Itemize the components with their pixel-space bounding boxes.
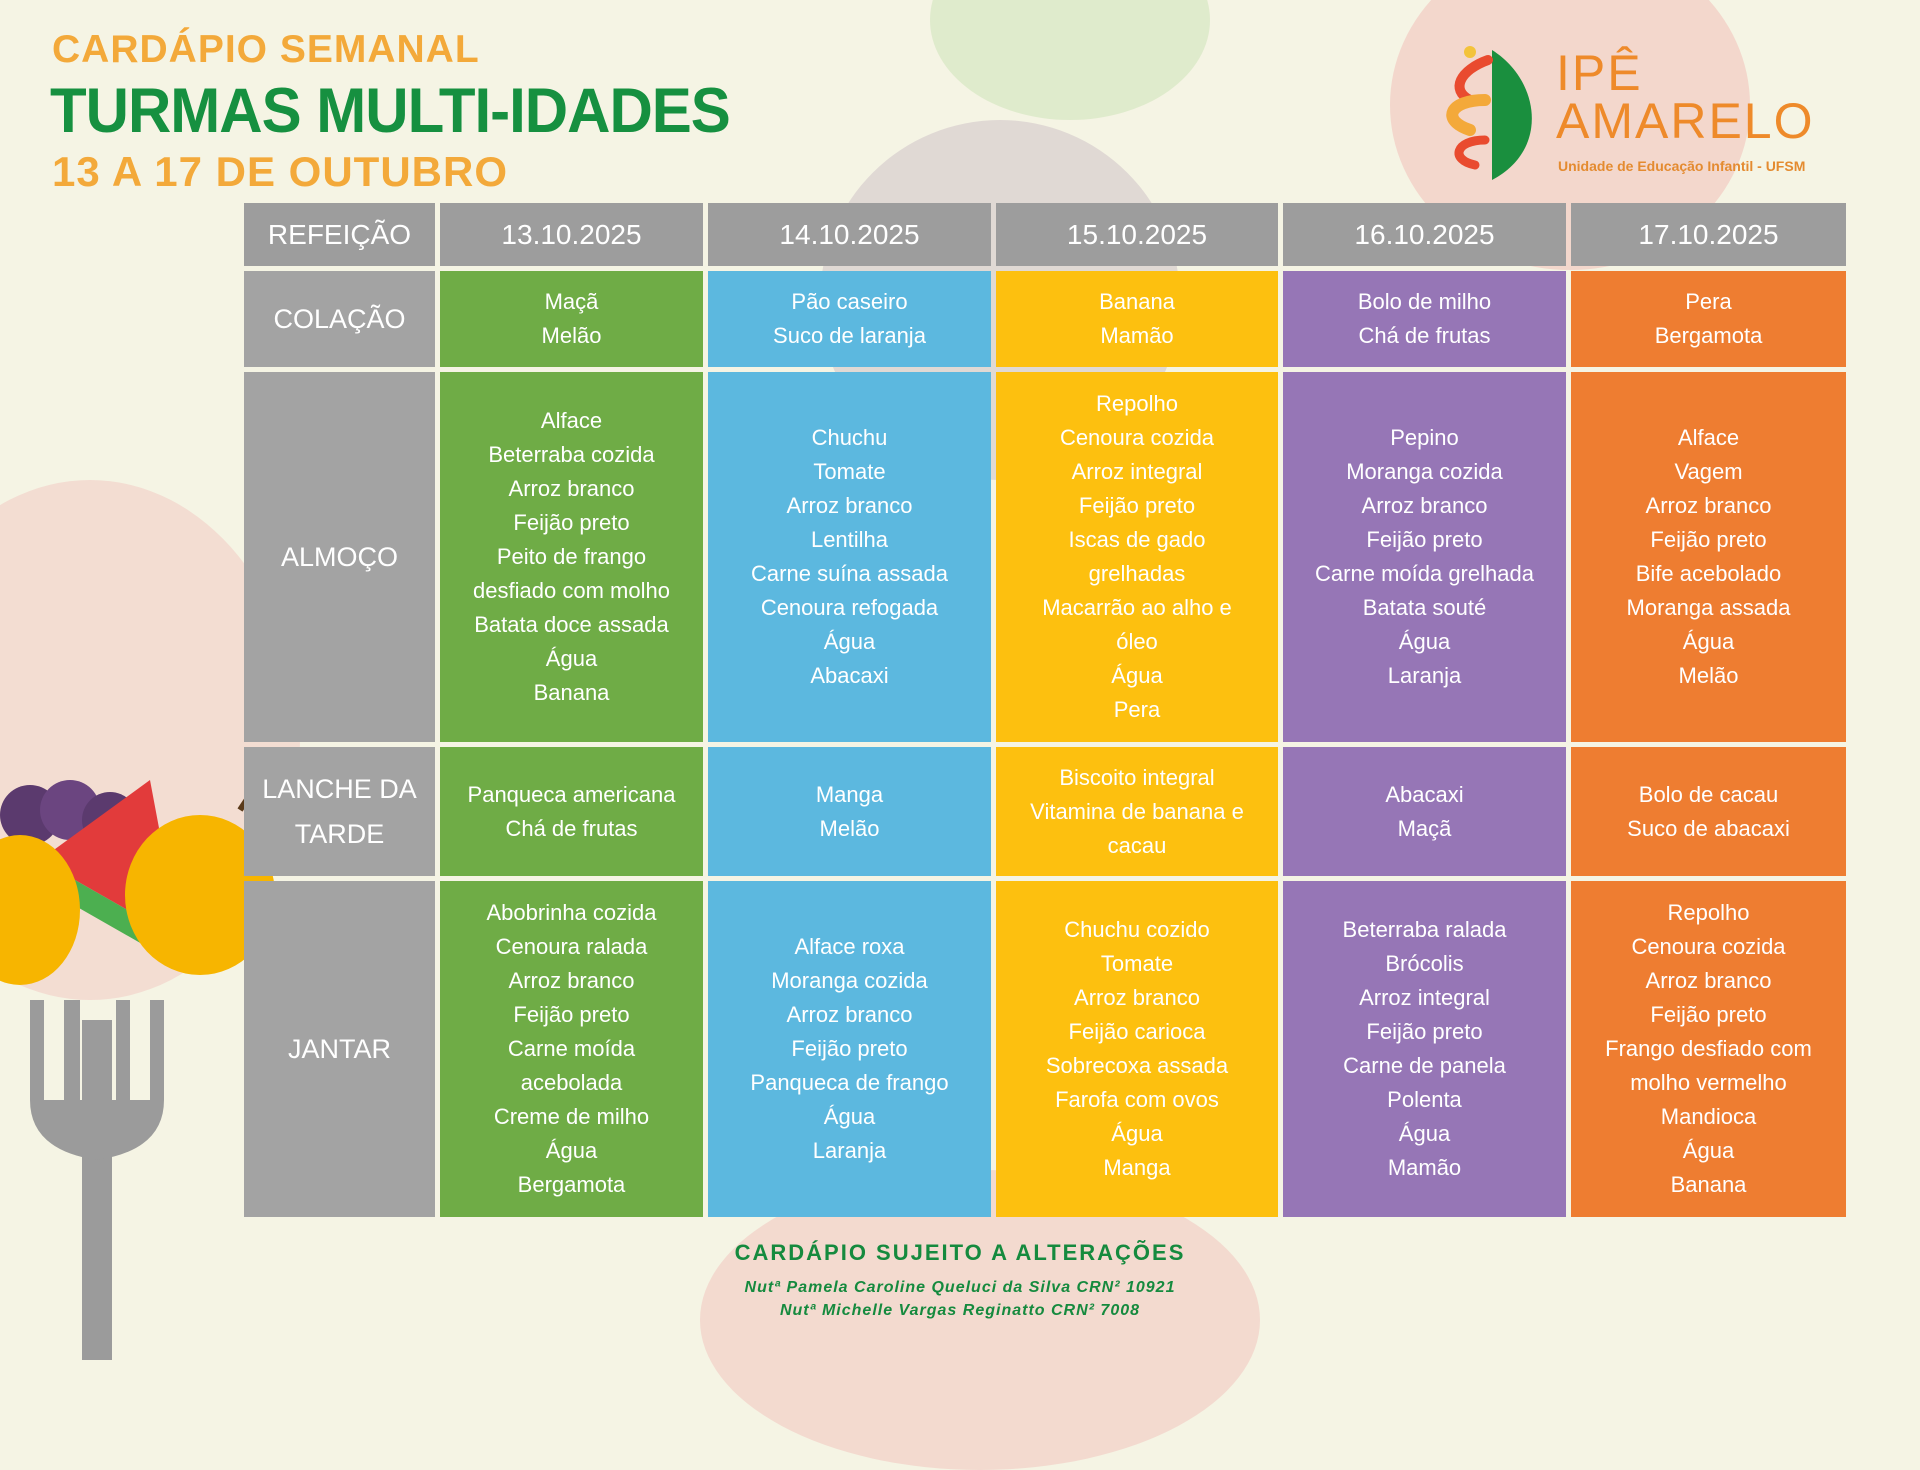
menu-cell: Abobrinha cozida Cenoura ralada Arroz br… — [440, 881, 703, 1217]
menu-cell: Alface Beterraba cozida Arroz branco Fei… — [440, 372, 703, 742]
row-label-jantar: JANTAR — [244, 881, 435, 1217]
menu-cell: Abacaxi Maçã — [1283, 747, 1566, 876]
menu-period: 13 A 17 DE OUTUBRO — [52, 148, 508, 195]
logo: IPÊ AMARELO Unidade de Educação Infantil… — [1430, 40, 1850, 190]
menu-cell: Repolho Cenoura cozida Arroz branco Feij… — [1571, 881, 1846, 1217]
menu-cell: Banana Mamão — [996, 271, 1278, 367]
menu-cell: Bolo de milho Chá de frutas — [1283, 271, 1566, 367]
logo-line1: IPÊ — [1556, 45, 1643, 101]
menu-cell: Panqueca americana Chá de frutas — [440, 747, 703, 876]
column-header-date: 16.10.2025 — [1283, 203, 1566, 266]
menu-cell: Bolo de cacau Suco de abacaxi — [1571, 747, 1846, 876]
row-label-colacao: COLAÇÃO — [244, 271, 435, 367]
row-label-lanche: LANCHE DA TARDE — [244, 747, 435, 876]
column-header-date: 14.10.2025 — [708, 203, 991, 266]
nutritionist-credit: Nutª Pamela Caroline Queluci da Silva CR… — [744, 1279, 1176, 1296]
logo-line2: AMARELO — [1556, 93, 1815, 149]
menu-cell: Maçã Melão — [440, 271, 703, 367]
menu-cell: Alface Vagem Arroz branco Feijão preto B… — [1571, 372, 1846, 742]
menu-cell: Repolho Cenoura cozida Arroz integral Fe… — [996, 372, 1278, 742]
menu-table: REFEIÇÃO 13.10.2025 14.10.2025 15.10.202… — [244, 203, 1846, 1217]
menu-cell: Alface roxa Moranga cozida Arroz branco … — [708, 881, 991, 1217]
column-header-date: 13.10.2025 — [440, 203, 703, 266]
bg-leaf-shape — [930, 0, 1210, 120]
menu-cell: Biscoito integral Vitamina de banana e c… — [996, 747, 1278, 876]
leaf-logo-icon — [1446, 46, 1532, 180]
nutritionist-credit: Nutª Michelle Vargas Reginatto CRN² 7008 — [779, 1302, 1141, 1319]
column-header-date: 17.10.2025 — [1571, 203, 1846, 266]
logo-tagline: Unidade de Educação Infantil - UFSM — [1558, 158, 1806, 174]
menu-cell: Chuchu cozido Tomate Arroz branco Feijão… — [996, 881, 1278, 1217]
fork-fruit-illustration — [0, 778, 275, 1360]
menu-cell: Manga Melão — [708, 747, 991, 876]
disclaimer: CARDÁPIO SUJEITO A ALTERAÇÕES — [734, 1240, 1186, 1265]
menu-cell: Beterraba ralada Brócolis Arroz integral… — [1283, 881, 1566, 1217]
menu-cell: Chuchu Tomate Arroz branco Lentilha Carn… — [708, 372, 991, 742]
column-header-meal: REFEIÇÃO — [244, 203, 435, 266]
menu-cell: Pão caseiro Suco de laranja — [708, 271, 991, 367]
menu-cell: Pera Bergamota — [1571, 271, 1846, 367]
menu-subtitle: CARDÁPIO SEMANAL — [52, 28, 480, 71]
column-header-date: 15.10.2025 — [996, 203, 1278, 266]
page-title: TURMAS MULTI-IDADES — [50, 75, 731, 146]
row-label-almoco: ALMOÇO — [244, 372, 435, 742]
menu-cell: Pepino Moranga cozida Arroz branco Feijã… — [1283, 372, 1566, 742]
